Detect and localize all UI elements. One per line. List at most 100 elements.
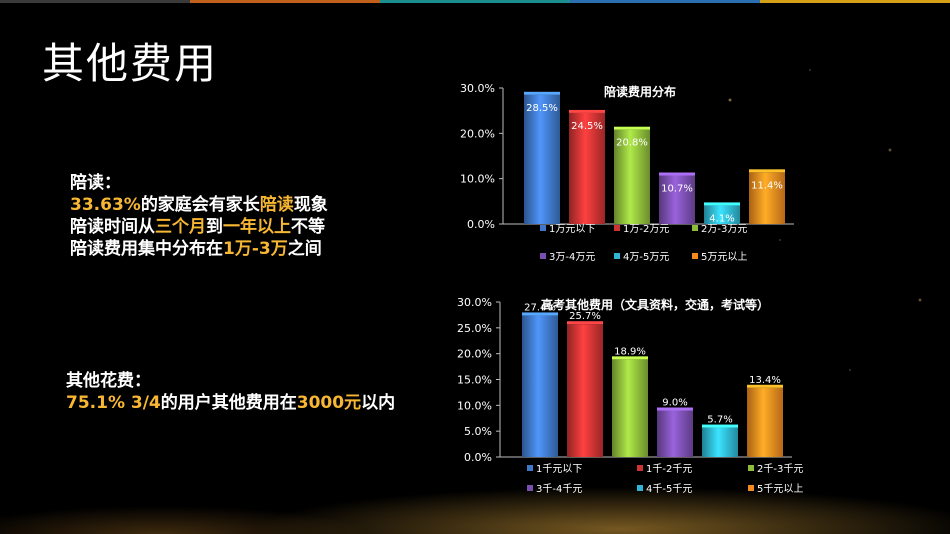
legend-swatch — [637, 465, 643, 471]
bar — [524, 94, 560, 224]
companion-line-1: 33.63%的家庭会有家长陪读现象 — [70, 194, 328, 216]
plain-text: 的家庭会有家长 — [140, 195, 260, 215]
bar-top — [749, 169, 785, 173]
top-bar-segment — [190, 0, 380, 3]
bar-top — [567, 321, 603, 325]
other-heading: 其他花费： — [66, 371, 151, 391]
legend-label: 4千-5千元 — [646, 483, 692, 495]
bar — [567, 324, 603, 457]
legend-label: 2千-3千元 — [757, 463, 803, 475]
plain-text: 现象 — [293, 195, 328, 215]
legend-swatch — [692, 225, 698, 231]
data-label: 25.7% — [569, 311, 601, 322]
data-label: 10.7% — [661, 183, 693, 194]
bar-top — [704, 202, 740, 206]
y-tick-label: 10.0% — [460, 173, 495, 186]
top-bar-segment — [760, 0, 950, 3]
y-tick-label: 30.0% — [457, 296, 492, 309]
highlight-text: 75.1% 3/4 — [66, 393, 161, 413]
bar-top — [612, 356, 648, 360]
y-tick-label: 0.0% — [464, 451, 492, 464]
companion-heading: 陪读： — [70, 173, 121, 193]
bar — [522, 315, 558, 457]
plain-text: 的用户其他费用在 — [160, 393, 297, 413]
page-title: 其他费用 — [42, 39, 219, 88]
top-color-bar — [0, 0, 950, 3]
companion-line-3: 陪读费用集中分布在1万-3万之间 — [70, 238, 328, 260]
y-tick-label: 15.0% — [457, 374, 492, 387]
bar — [704, 205, 740, 224]
bar — [747, 387, 783, 457]
legend-label: 1千元以下 — [536, 463, 582, 475]
bar — [702, 427, 738, 457]
legend-swatch — [540, 225, 546, 231]
other-line-1: 75.1% 3/4的用户其他费用在3000元以内 — [66, 392, 395, 414]
plain-text: 之间 — [287, 239, 322, 259]
data-label: 13.4% — [749, 375, 781, 386]
bar — [612, 359, 648, 457]
highlight-text: 一年以上 — [223, 217, 291, 237]
highlight-text: 陪读 — [259, 195, 294, 215]
data-label: 28.5% — [526, 103, 558, 114]
y-tick-label: 20.0% — [460, 127, 495, 140]
plain-text: 陪读时间从 — [70, 217, 155, 237]
text-block-companion: 陪读： 33.63%的家庭会有家长陪读现象 陪读时间从三个月到一年以上不等 陪读… — [70, 172, 328, 260]
y-tick-label: 25.0% — [457, 322, 492, 335]
bar-top — [614, 126, 650, 130]
plain-text: 以内 — [361, 393, 396, 413]
legend-label: 1万元以下 — [549, 224, 595, 235]
bar — [657, 410, 693, 457]
data-label: 24.5% — [571, 121, 603, 132]
y-tick-label: 30.0% — [460, 82, 495, 95]
legend-label: 3千-4千元 — [536, 483, 582, 495]
y-tick-label: 20.0% — [457, 348, 492, 361]
plain-text: 不等 — [291, 217, 325, 237]
legend-swatch — [527, 485, 533, 491]
data-label: 9.0% — [662, 398, 687, 409]
legend-label: 5千元以上 — [757, 483, 803, 495]
text-block-other: 其他花费： 75.1% 3/4的用户其他费用在3000元以内 — [66, 370, 395, 414]
chart-title: 陪读费用分布 — [604, 84, 676, 99]
bar — [749, 172, 785, 224]
bar-top — [524, 91, 560, 95]
bar-top — [747, 384, 783, 388]
bar — [659, 175, 695, 224]
legend-swatch — [637, 485, 643, 491]
y-tick-label: 0.0% — [467, 218, 495, 231]
highlight-text: 33.63% — [70, 195, 141, 215]
bar-top — [659, 172, 695, 176]
plain-text: 到 — [206, 217, 223, 237]
bar — [569, 112, 605, 224]
background-sparkles — [690, 40, 950, 420]
legend-swatch — [540, 253, 546, 259]
highlight-text: 1万-3万 — [223, 239, 288, 259]
y-tick-label: 10.0% — [457, 399, 492, 412]
data-label: 18.9% — [614, 346, 646, 357]
data-label: 11.4% — [751, 180, 783, 191]
data-label: 20.8% — [616, 138, 648, 149]
data-label: 5.7% — [707, 415, 732, 426]
legend-label: 1万-2万元 — [623, 224, 669, 235]
data-label: 27.4% — [524, 302, 556, 313]
top-bar-segment — [380, 0, 570, 3]
legend-swatch — [614, 225, 620, 231]
y-tick-label: 5.0% — [464, 425, 492, 438]
highlight-text: 3000元 — [296, 393, 362, 413]
top-bar-segment — [570, 0, 760, 3]
top-bar-segment — [0, 0, 190, 3]
highlight-text: 三个月 — [155, 217, 206, 237]
legend-label: 4万-5万元 — [623, 252, 669, 263]
bar-top — [569, 109, 605, 113]
legend-swatch — [692, 253, 698, 259]
legend-label: 5万元以上 — [701, 251, 747, 263]
legend-label: 3万-4万元 — [549, 252, 595, 263]
legend-label: 1千-2千元 — [646, 463, 692, 475]
legend-swatch — [748, 465, 754, 471]
plain-text: 陪读费用集中分布在 — [70, 239, 223, 259]
legend-label: 2万-3万元 — [701, 224, 747, 235]
legend-swatch — [527, 465, 533, 471]
data-label: 4.1% — [709, 213, 734, 224]
bar-top — [657, 407, 693, 411]
legend-swatch — [748, 485, 754, 491]
